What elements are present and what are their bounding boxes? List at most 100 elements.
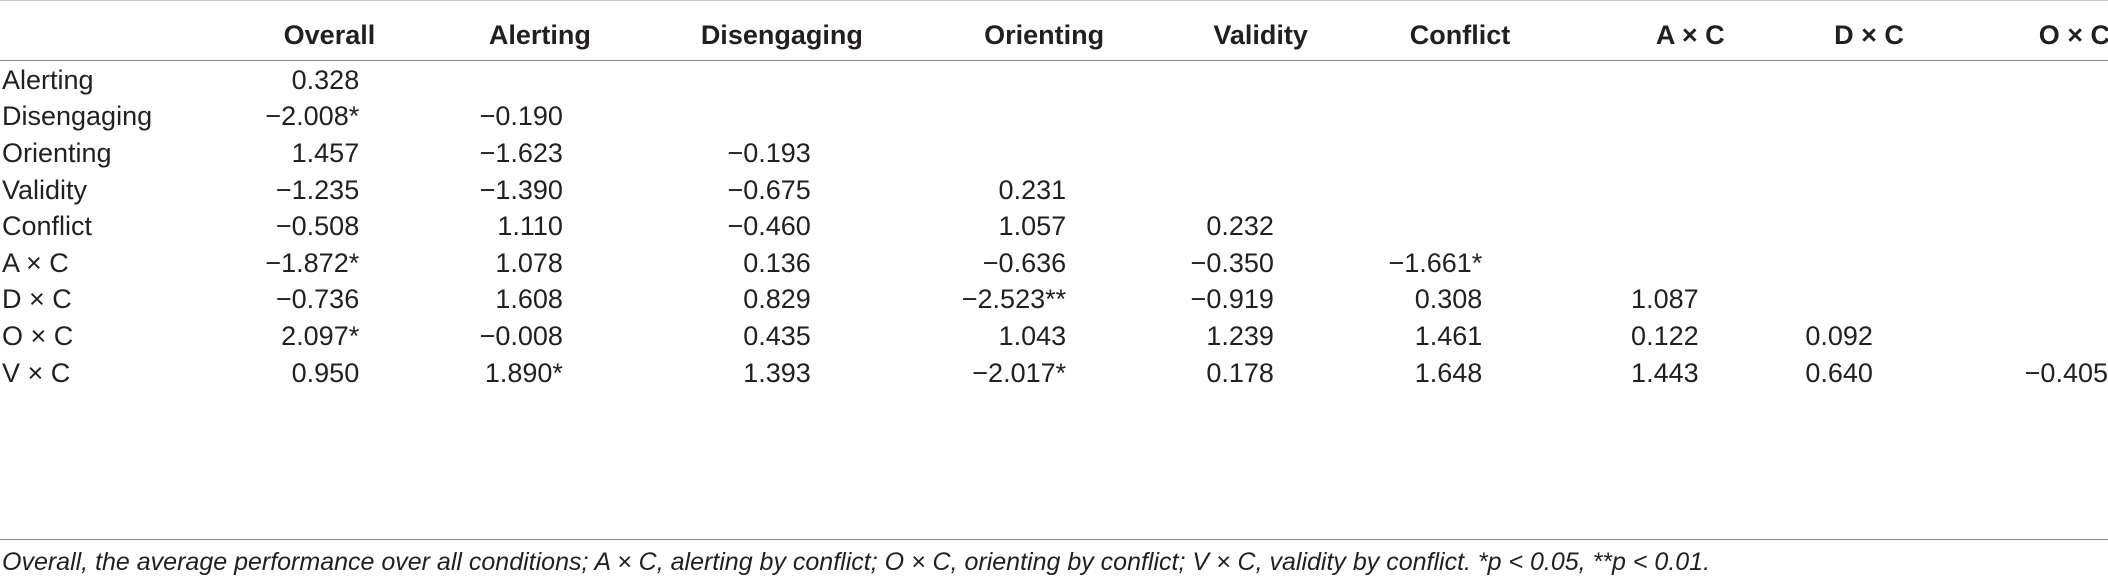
table-cell: 0.328: [255, 62, 376, 99]
table-cell: 1.890*: [375, 355, 583, 392]
row-label: Disengaging: [2, 101, 153, 132]
cell-value: 1.648: [1414, 357, 1483, 388]
table-cell: [1907, 172, 2108, 209]
header-cell-stub: [0, 8, 255, 62]
cell-value: 1.443: [1631, 357, 1699, 388]
table-row: V × C 0.950 1.890* 1.393 −2.017* 0.178 1.648 1.…: [0, 355, 2108, 392]
table-cell: −0.193: [583, 135, 831, 172]
cell-value: 2.097*: [281, 320, 360, 351]
row-label: V × C: [2, 357, 71, 388]
row-label: Orienting: [2, 137, 112, 168]
table-cell: 1.239: [1088, 318, 1308, 355]
header-cell-overall: Overall: [255, 8, 376, 62]
cell-value: −0.193: [727, 137, 811, 168]
header-label: Conflict: [1409, 19, 1511, 50]
table-row: Conflict −0.508 1.110 −0.460 1.057 0.232: [0, 208, 2108, 245]
cell-value: 0.308: [1414, 284, 1483, 315]
row-label: D × C: [2, 284, 72, 315]
table-footnote: Overall, the average performance over al…: [2, 548, 1711, 576]
header-row: Overall Alerting Disengaging Orienting V…: [0, 8, 2108, 62]
table-cell: 1.457: [255, 135, 376, 172]
row-label: A × C: [2, 247, 69, 278]
table-cell: 1.648: [1308, 355, 1518, 392]
table-cell: −2.017*: [831, 355, 1088, 392]
table-row: A × C −1.872* 1.078 0.136 −0.636 −0.350 −1.661…: [0, 245, 2108, 282]
cell-value: 0.231: [998, 174, 1067, 205]
cell-value: −1.390: [479, 174, 563, 205]
header-label: D × C: [1834, 19, 1904, 50]
cell-value: 0.122: [1631, 320, 1699, 351]
table-cell: −0.636: [831, 245, 1088, 282]
table-bottom-rule: [0, 539, 2108, 540]
cell-value: −0.508: [275, 211, 360, 242]
table-body: Alerting 0.328 Disengaging −2.008* −0.190 Ori…: [0, 62, 2108, 391]
cell-value: −0.919: [1190, 284, 1274, 315]
table-cell: [1721, 62, 1907, 99]
cell-value: 1.043: [998, 320, 1067, 351]
header-cell-o-x-c: O × C: [1907, 8, 2108, 62]
table-cell: 0.136: [583, 245, 831, 282]
table-cell: [831, 99, 1088, 136]
cell-value: −2.523**: [961, 284, 1067, 315]
cell-value: 0.640: [1805, 357, 1873, 388]
table-cell: [1721, 282, 1907, 319]
table-row: Disengaging −2.008* −0.190: [0, 99, 2108, 136]
cell-value: −0.460: [727, 211, 811, 242]
cell-value: −0.350: [1190, 247, 1274, 278]
cell-value: 1.239: [1206, 320, 1274, 351]
header-label: O × C: [2038, 19, 2108, 50]
cell-value: 1.393: [743, 357, 811, 388]
header-cell-validity: Validity: [1088, 8, 1308, 62]
cell-value: −0.008: [479, 320, 563, 351]
row-label: Alerting: [2, 64, 94, 95]
table-cell: 0.092: [1721, 318, 1907, 355]
table-row: D × C −0.736 1.608 0.829 −2.523** −0.919 0.308…: [0, 282, 2108, 319]
cell-value: −0.675: [727, 174, 811, 205]
cell-value: −0.736: [275, 284, 360, 315]
table-cell: [831, 62, 1088, 99]
table-cell: 1.443: [1518, 355, 1720, 392]
table-row: Alerting 0.328: [0, 62, 2108, 99]
cell-value: 0.178: [1206, 357, 1274, 388]
table-row: Orienting 1.457 −1.623 −0.193: [0, 135, 2108, 172]
header-cell-d-x-c: D × C: [1721, 8, 1907, 62]
cell-value: 0.829: [743, 284, 811, 315]
table-cell: [831, 135, 1088, 172]
cell-value: 0.136: [743, 247, 811, 278]
table-cell: [1518, 172, 1720, 209]
cell-value: 0.092: [1805, 320, 1873, 351]
table-cell: 2.097*: [255, 318, 376, 355]
cell-value: 1.057: [998, 211, 1067, 242]
table-cell: [1518, 208, 1720, 245]
header-label: Overall: [283, 19, 376, 50]
table-cell: 1.078: [375, 245, 583, 282]
table-cell: 1.043: [831, 318, 1088, 355]
statistics-table: Overall Alerting Disengaging Orienting V…: [0, 8, 2108, 391]
table-cell: [1721, 172, 1907, 209]
cell-value: −1.235: [275, 174, 360, 205]
table-row: O × C 2.097* −0.008 0.435 1.043 1.239 1.461 0.1…: [0, 318, 2108, 355]
table-cell: [1308, 135, 1518, 172]
table-cell: [583, 99, 831, 136]
table-cell: [1088, 135, 1308, 172]
cell-value: 1.457: [291, 137, 360, 168]
table-cell: 1.110: [375, 208, 583, 245]
table-cell: −0.919: [1088, 282, 1308, 319]
cell-value: 1.110: [497, 211, 563, 242]
cell-value: −1.623: [479, 137, 563, 168]
table-cell: −1.235: [255, 172, 376, 209]
cell-value: 1.078: [495, 247, 563, 278]
table-cell: [1518, 245, 1720, 282]
table-cell: −1.872*: [255, 245, 376, 282]
cell-value: −2.008*: [265, 101, 360, 132]
table-cell: 1.087: [1518, 282, 1720, 319]
header-label: Validity: [1213, 19, 1308, 50]
header-label: A × C: [1655, 19, 1725, 50]
table-cell: 0.435: [583, 318, 831, 355]
table-cell: [583, 62, 831, 99]
header-cell-alerting: Alerting: [375, 8, 591, 62]
table-cell: [1518, 135, 1720, 172]
table-cell: 0.178: [1088, 355, 1308, 392]
table-cell: 0.950: [255, 355, 376, 392]
cell-value: 1.608: [495, 284, 563, 315]
